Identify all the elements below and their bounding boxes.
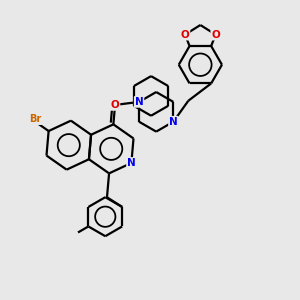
Text: O: O: [211, 30, 220, 40]
Text: N: N: [127, 158, 136, 168]
Text: O: O: [111, 100, 119, 110]
Text: Br: Br: [29, 114, 41, 124]
Text: N: N: [135, 97, 143, 107]
Text: N: N: [169, 117, 178, 127]
Text: O: O: [181, 30, 189, 40]
